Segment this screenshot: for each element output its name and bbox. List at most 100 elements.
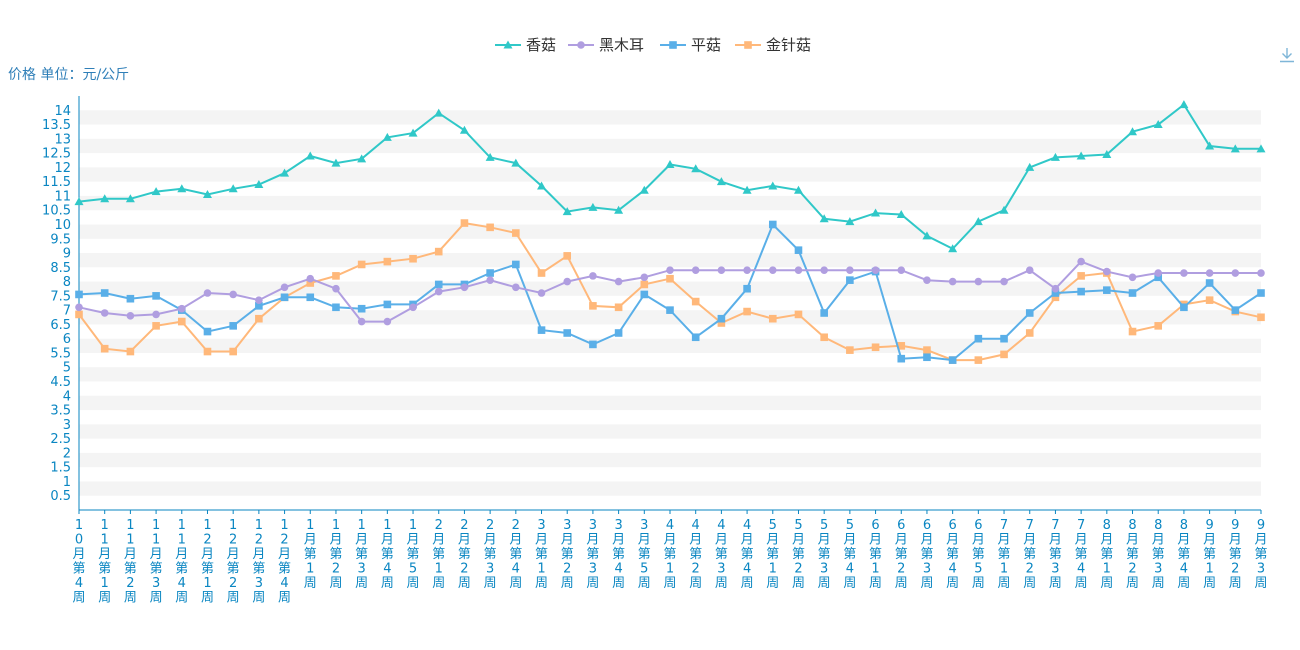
data-point[interactable] [126, 294, 135, 303]
data-point[interactable] [1103, 267, 1111, 276]
data-point[interactable] [1128, 127, 1138, 136]
data-point[interactable] [177, 184, 187, 193]
data-point[interactable] [125, 194, 135, 203]
data-point[interactable] [589, 340, 597, 349]
data-point[interactable] [768, 314, 777, 323]
data-point[interactable] [614, 303, 623, 312]
data-point[interactable] [1051, 293, 1060, 302]
data-point[interactable] [1102, 150, 1112, 159]
data-point[interactable] [1025, 329, 1034, 337]
data-point[interactable] [794, 310, 803, 319]
data-point[interactable] [923, 276, 931, 284]
data-point[interactable] [691, 164, 701, 173]
data-point[interactable] [897, 354, 906, 363]
data-point[interactable] [717, 266, 726, 274]
data-point[interactable] [512, 229, 520, 237]
data-point[interactable] [459, 125, 469, 134]
data-point[interactable] [1051, 289, 1060, 297]
data-point[interactable] [948, 277, 957, 286]
data-point[interactable] [434, 108, 444, 117]
data-point[interactable] [922, 231, 932, 240]
data-point[interactable] [639, 185, 649, 194]
data-point[interactable] [1231, 306, 1240, 314]
data-point[interactable] [768, 266, 777, 274]
data-point[interactable] [1025, 162, 1035, 171]
data-point[interactable] [897, 342, 906, 350]
data-point[interactable] [1050, 152, 1060, 161]
legend-item[interactable]: 香菇 [495, 36, 556, 54]
data-point[interactable] [383, 300, 392, 309]
data-point[interactable] [794, 266, 803, 274]
data-point[interactable] [255, 314, 263, 323]
data-point[interactable] [537, 289, 546, 297]
data-point[interactable] [562, 207, 572, 216]
data-point[interactable] [563, 329, 572, 337]
data-point[interactable] [1025, 309, 1034, 317]
data-point[interactable] [1180, 303, 1188, 312]
data-point[interactable] [768, 220, 777, 229]
data-point[interactable] [923, 346, 931, 354]
legend-marker[interactable] [669, 41, 677, 49]
data-point[interactable] [743, 284, 751, 293]
download-icon[interactable] [1278, 46, 1296, 64]
data-point[interactable] [537, 269, 546, 277]
data-point[interactable] [819, 214, 829, 223]
legend-marker[interactable] [577, 41, 585, 49]
data-point[interactable] [1205, 296, 1214, 304]
data-point[interactable] [742, 185, 752, 194]
data-point[interactable] [691, 333, 700, 342]
data-point[interactable] [1025, 266, 1034, 274]
data-point[interactable] [717, 314, 726, 323]
data-point[interactable] [666, 266, 674, 274]
data-point[interactable] [332, 272, 340, 280]
data-point[interactable] [666, 274, 674, 283]
data-point[interactable] [1051, 284, 1060, 293]
data-point[interactable] [332, 303, 340, 312]
data-point[interactable] [100, 194, 110, 203]
data-point[interactable] [1128, 289, 1137, 297]
data-point[interactable] [871, 208, 881, 217]
legend-item[interactable]: 金针菇 [735, 36, 811, 54]
legend-item[interactable]: 黑木耳 [568, 36, 644, 54]
data-point[interactable] [434, 247, 443, 256]
data-point[interactable] [280, 283, 289, 292]
data-point[interactable] [408, 128, 418, 137]
data-point[interactable] [794, 246, 803, 254]
data-point[interactable] [845, 217, 855, 226]
data-point[interactable] [255, 296, 263, 304]
data-point[interactable] [1231, 269, 1240, 277]
data-point[interactable] [460, 219, 469, 227]
data-point[interactable] [1000, 350, 1008, 359]
data-point[interactable] [1000, 277, 1008, 286]
data-point[interactable] [614, 329, 623, 337]
data-point[interactable] [973, 217, 983, 226]
data-point[interactable] [100, 309, 109, 317]
data-point[interactable] [974, 277, 983, 286]
data-point[interactable] [434, 287, 443, 296]
data-point[interactable] [228, 184, 238, 193]
data-point[interactable] [254, 180, 264, 189]
data-point[interactable] [152, 310, 160, 319]
data-point[interactable] [563, 277, 572, 286]
data-point[interactable] [306, 274, 315, 283]
data-point[interactable] [100, 344, 109, 353]
legend-item[interactable]: 平菇 [660, 36, 721, 54]
legend-marker[interactable] [503, 40, 513, 49]
data-point[interactable] [589, 272, 597, 280]
data-point[interactable] [305, 151, 315, 160]
data-point[interactable] [409, 303, 417, 312]
data-point[interactable] [177, 304, 186, 313]
legend-marker[interactable] [744, 41, 752, 49]
data-point[interactable] [846, 346, 854, 354]
data-point[interactable] [716, 177, 726, 186]
data-point[interactable] [640, 273, 649, 282]
data-point[interactable] [409, 254, 417, 263]
data-point[interactable] [974, 356, 983, 364]
data-point[interactable] [1128, 327, 1137, 336]
data-point[interactable] [793, 185, 803, 194]
data-point[interactable] [383, 317, 392, 326]
data-point[interactable] [486, 269, 494, 277]
data-point[interactable] [280, 293, 289, 302]
data-point[interactable] [1000, 334, 1008, 343]
data-point[interactable] [948, 244, 958, 253]
